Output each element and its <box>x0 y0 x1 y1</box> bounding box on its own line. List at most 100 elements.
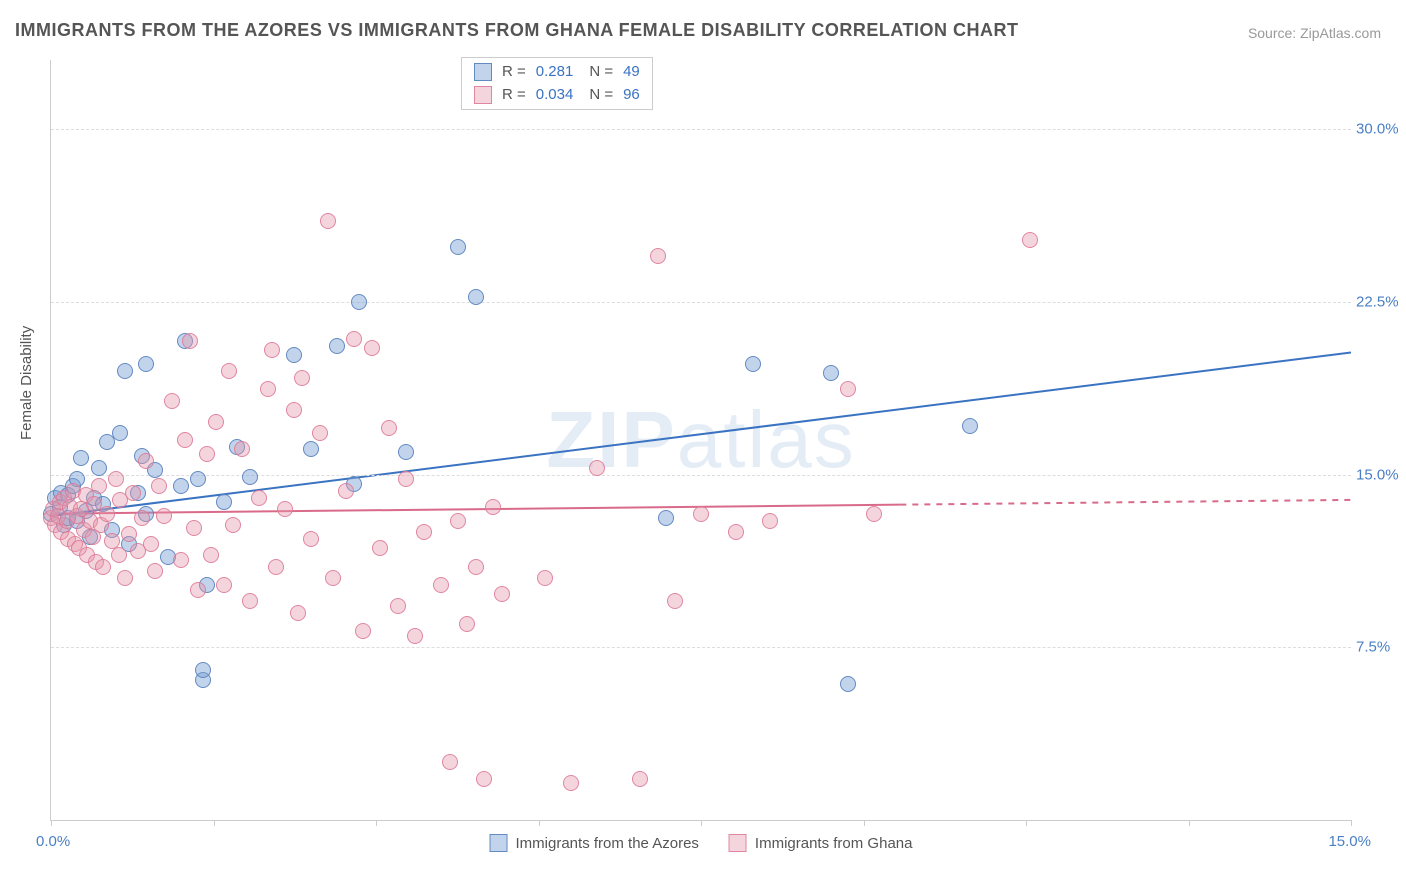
source-label: Source: ZipAtlas.com <box>1248 25 1381 41</box>
data-point-b <box>190 582 206 598</box>
data-point-a <box>398 444 414 460</box>
data-point-b <box>268 559 284 575</box>
data-point-a <box>286 347 302 363</box>
data-point-b <box>476 771 492 787</box>
data-point-b <box>143 536 159 552</box>
stats-legend-row: R =0.281N =49 <box>474 61 640 84</box>
data-point-a <box>138 356 154 372</box>
data-point-b <box>728 524 744 540</box>
data-point-b <box>866 506 882 522</box>
data-point-b <box>303 531 319 547</box>
data-point-b <box>216 577 232 593</box>
trend-layer <box>51 60 1351 820</box>
data-point-b <box>99 506 115 522</box>
legend-swatch-a <box>490 834 508 852</box>
legend-swatch-a <box>474 63 492 81</box>
n-value: 96 <box>623 84 640 107</box>
watermark-atlas: atlas <box>677 395 856 484</box>
y-tick-label: 7.5% <box>1356 639 1406 656</box>
legend-swatch-b <box>474 86 492 104</box>
data-point-b <box>225 517 241 533</box>
data-point-b <box>355 623 371 639</box>
data-point-a <box>91 460 107 476</box>
data-point-b <box>459 616 475 632</box>
x-tick <box>376 820 377 826</box>
data-point-b <box>286 402 302 418</box>
gridline <box>51 647 1351 648</box>
legend-label: Immigrants from the Azores <box>516 835 699 852</box>
data-point-b <box>468 559 484 575</box>
data-point-a <box>962 418 978 434</box>
data-point-b <box>242 593 258 609</box>
legend-item-b: Immigrants from Ghana <box>729 834 913 852</box>
data-point-b <box>121 526 137 542</box>
data-point-b <box>91 478 107 494</box>
data-point-b <box>325 570 341 586</box>
data-point-b <box>433 577 449 593</box>
n-label: N = <box>589 61 613 84</box>
data-point-b <box>138 453 154 469</box>
data-point-b <box>442 754 458 770</box>
data-point-b <box>563 775 579 791</box>
y-tick-label: 15.0% <box>1356 466 1406 483</box>
data-point-b <box>632 771 648 787</box>
data-point-b <box>125 485 141 501</box>
data-point-b <box>164 393 180 409</box>
data-point-a <box>840 676 856 692</box>
data-point-b <box>537 570 553 586</box>
data-point-b <box>762 513 778 529</box>
trendline-b-dashed <box>900 500 1351 505</box>
data-point-a <box>190 471 206 487</box>
data-point-b <box>277 501 293 517</box>
data-point-b <box>312 425 328 441</box>
data-point-b <box>111 547 127 563</box>
data-point-b <box>251 490 267 506</box>
r-label: R = <box>502 61 526 84</box>
data-point-b <box>294 370 310 386</box>
x-tick <box>701 820 702 826</box>
data-point-b <box>364 340 380 356</box>
data-point-b <box>372 540 388 556</box>
watermark-zip: ZIP <box>546 395 676 484</box>
legend-swatch-b <box>729 834 747 852</box>
data-point-b <box>390 598 406 614</box>
data-point-b <box>290 605 306 621</box>
data-point-b <box>95 559 111 575</box>
stats-legend: R =0.281N =49R = 0.034 N = 96 <box>461 57 653 110</box>
data-point-b <box>117 570 133 586</box>
data-point-a <box>242 469 258 485</box>
x-tick <box>51 820 52 826</box>
data-point-b <box>667 593 683 609</box>
data-point-b <box>151 478 167 494</box>
n-label: N = <box>589 84 613 107</box>
data-point-b <box>203 547 219 563</box>
data-point-b <box>416 524 432 540</box>
data-point-b <box>485 499 501 515</box>
gridline <box>51 129 1351 130</box>
r-value: 0.034 <box>536 84 574 107</box>
chart-title: IMMIGRANTS FROM THE AZORES VS IMMIGRANTS… <box>15 20 1018 41</box>
x-tick <box>1189 820 1190 826</box>
data-point-b <box>1022 232 1038 248</box>
data-point-b <box>381 420 397 436</box>
data-point-a <box>195 662 211 678</box>
x-tick <box>864 820 865 826</box>
data-point-b <box>134 510 150 526</box>
y-axis-label: Female Disability <box>18 326 35 440</box>
trendline-a <box>51 352 1351 516</box>
data-point-b <box>450 513 466 529</box>
x-axis-max-label: 15.0% <box>1328 833 1371 850</box>
data-point-a <box>303 441 319 457</box>
data-point-a <box>658 510 674 526</box>
x-tick <box>539 820 540 826</box>
data-point-b <box>173 552 189 568</box>
data-point-a <box>173 478 189 494</box>
data-point-b <box>108 471 124 487</box>
data-point-b <box>156 508 172 524</box>
data-point-b <box>260 381 276 397</box>
x-tick <box>1351 820 1352 826</box>
data-point-b <box>494 586 510 602</box>
data-point-b <box>346 331 362 347</box>
data-point-b <box>398 471 414 487</box>
data-point-b <box>650 248 666 264</box>
